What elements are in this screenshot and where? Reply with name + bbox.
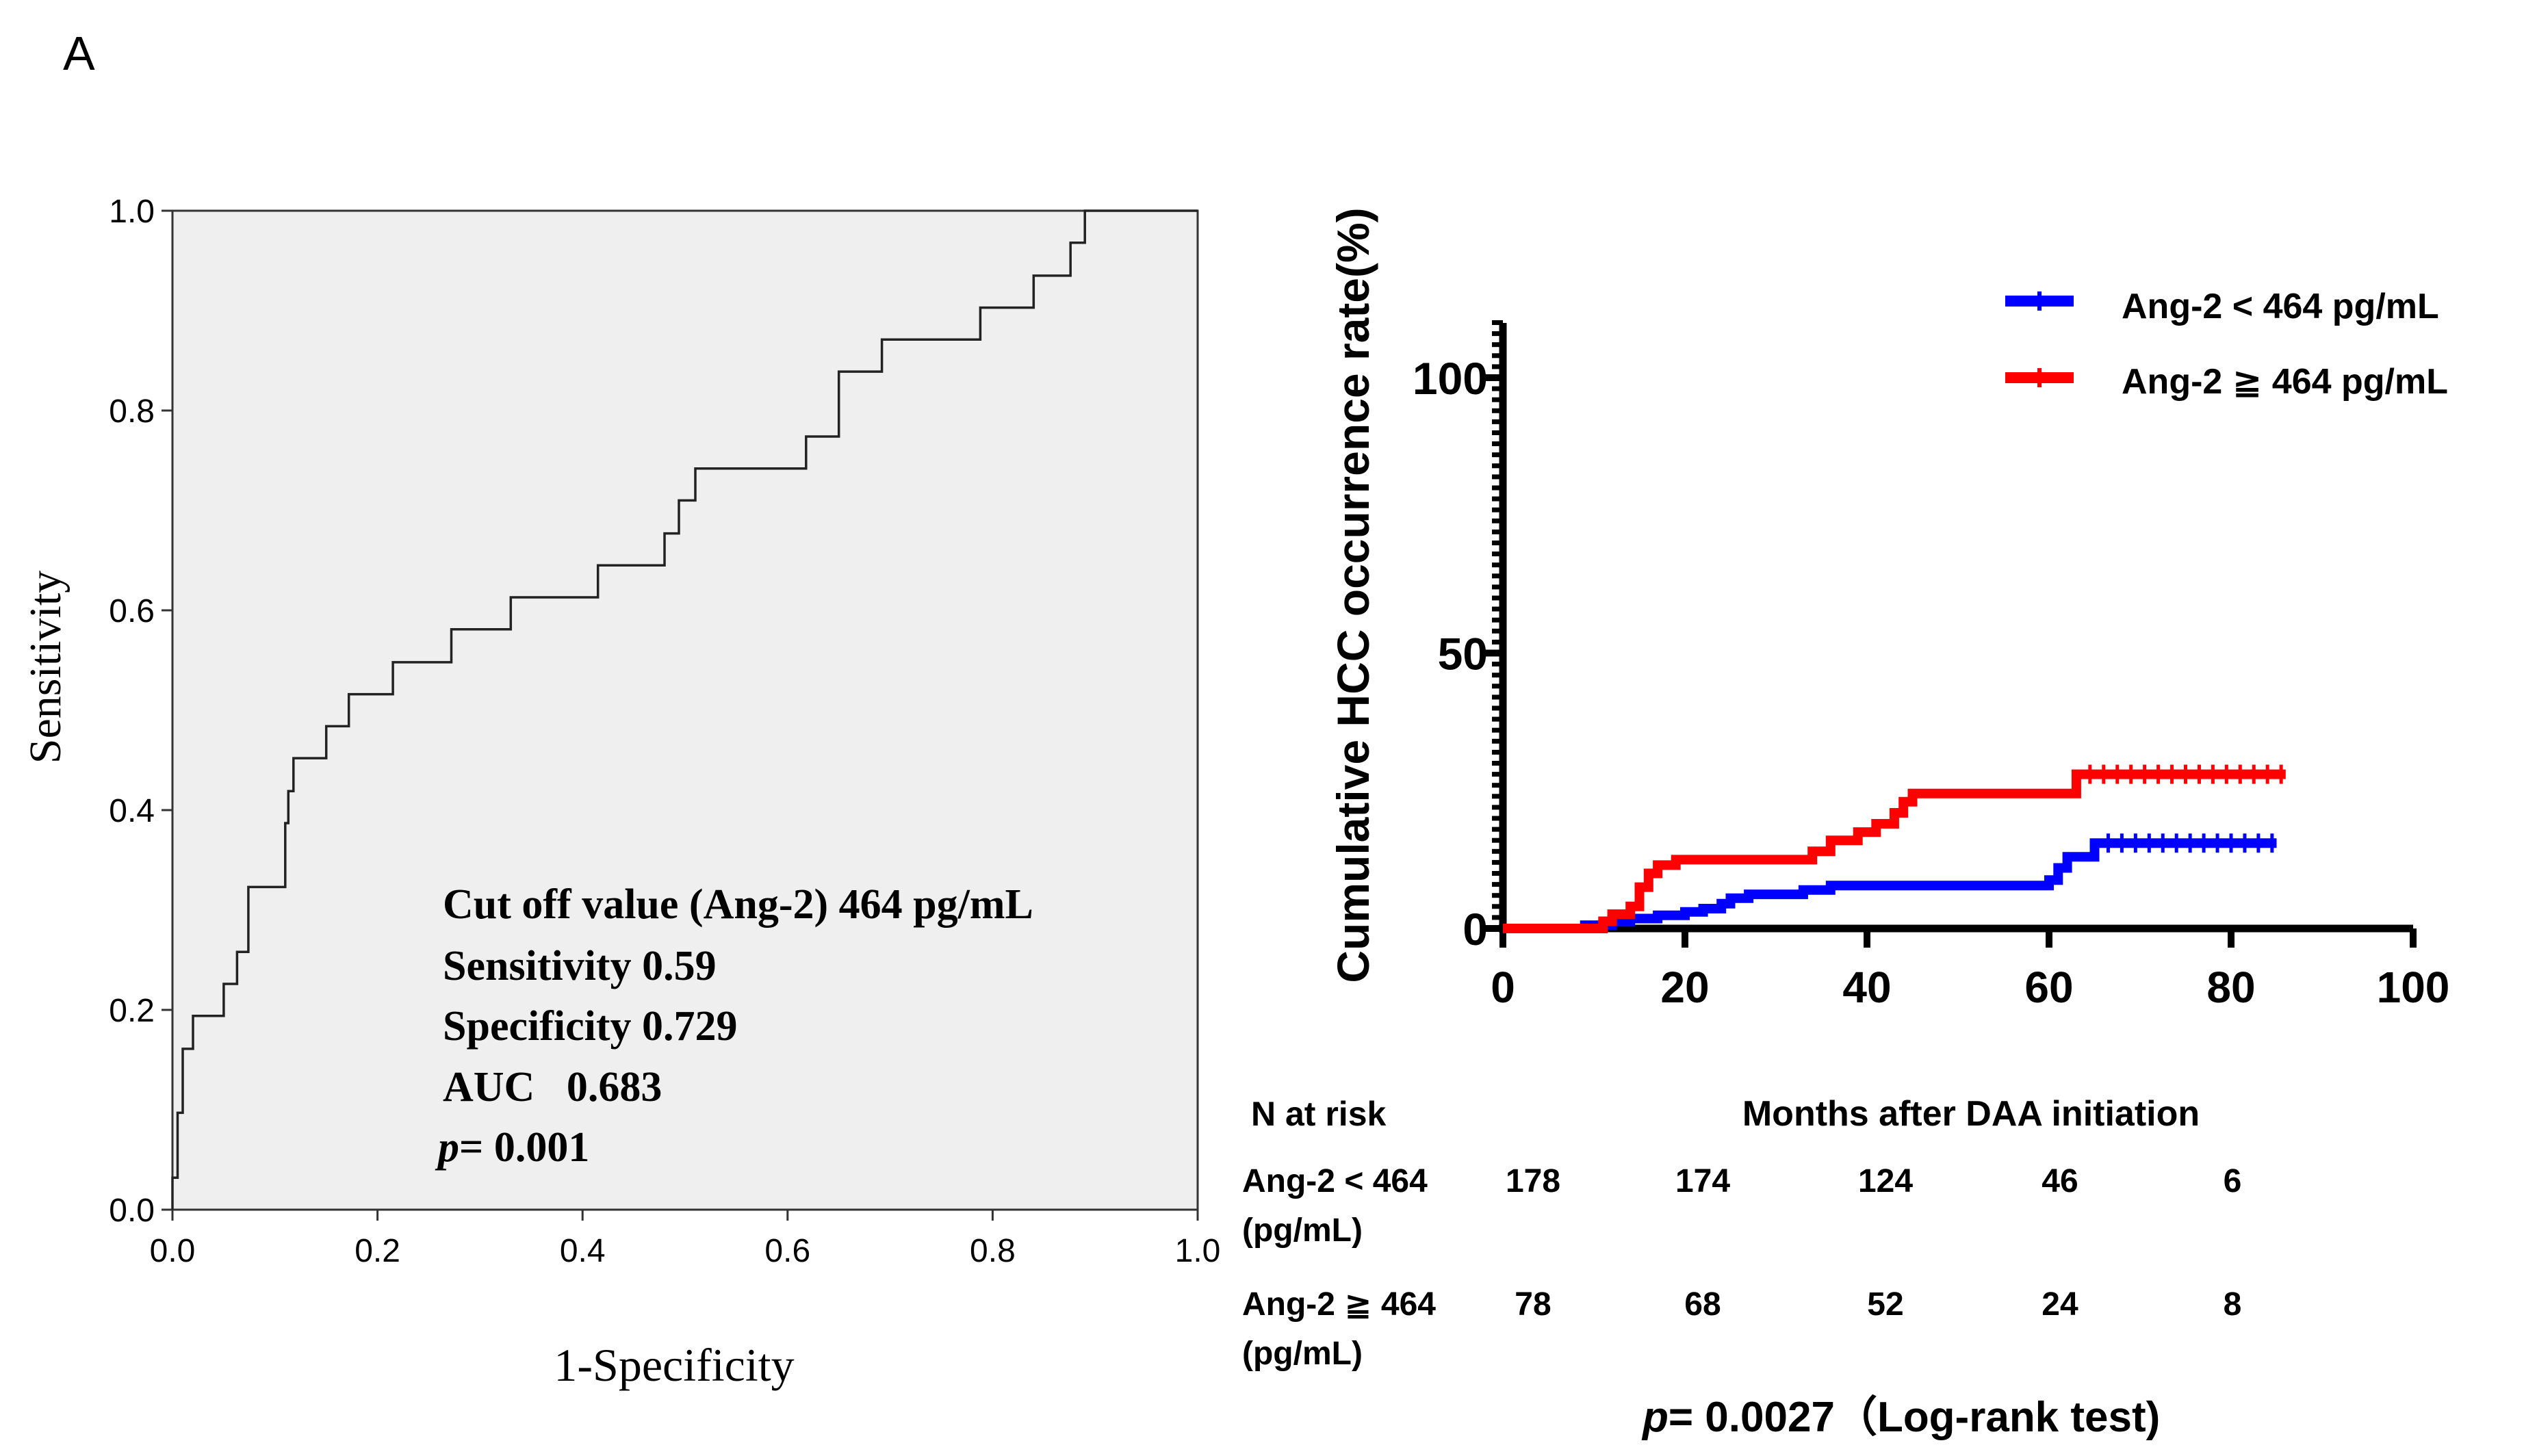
km-x-tick-label: 80 (2206, 963, 2255, 1012)
km-y-tick-label: 0 (1463, 904, 1488, 954)
at-risk-value: 46 (2042, 1163, 2078, 1199)
roc-annotation-specificity: Specificity 0.729 (443, 1003, 738, 1050)
roc-y-axis-label: Sensitivity (21, 571, 70, 764)
roc-y-tick-label: 0.4 (109, 793, 155, 829)
roc-x-tick-label: 0.0 (150, 1233, 196, 1269)
legend-swatch-high (2005, 368, 2074, 387)
km-x-axis: 0 20 40 60 80 100 (1491, 928, 2449, 1012)
roc-x-tick-label: 0.4 (560, 1233, 606, 1269)
roc-y-axis: 0.0 0.2 0.4 0.6 0.8 1.0 (109, 194, 172, 1229)
km-p-rest: = 0.0027（Log-rank test) (1669, 1393, 2160, 1441)
km-y-axis: 0 50 100 (1413, 320, 1503, 954)
at-risk-row-high-unit: (pg/mL) (1242, 1336, 1363, 1372)
km-y-tick-label: 50 (1438, 629, 1488, 679)
at-risk-value: 124 (1858, 1163, 1913, 1199)
km-x-tick-label: 100 (2377, 963, 2450, 1012)
km-y-axis-label: Cumulative HCC occurrence rate(%) (1328, 207, 1378, 983)
roc-x-axis: 0.0 0.2 0.4 0.6 0.8 1.0 (150, 1210, 1221, 1269)
roc-y-tick-label: 0.8 (109, 393, 155, 430)
roc-x-tick-label: 1.0 (1175, 1233, 1221, 1269)
roc-y-tick-label: 0.6 (109, 593, 155, 629)
km-x-axis-label: Months after DAA initiation (1742, 1094, 2200, 1134)
km-x-tick-label: 0 (1491, 963, 1515, 1012)
roc-annotation-auc: AUC 0.683 (443, 1064, 662, 1110)
legend-label-high: Ang-2 ≧ 464 pg/mL (2122, 362, 2448, 402)
km-x-tick-label: 60 (2024, 963, 2073, 1012)
legend-label-low: Ang-2 < 464 pg/mL (2122, 287, 2439, 326)
km-p-italic: p (1641, 1394, 1669, 1441)
roc-annotation-sensitivity: Sensitivity 0.59 (443, 943, 717, 989)
roc-x-axis-label: 1-Specificity (554, 1339, 794, 1391)
km-series-line-low (1503, 838, 2277, 933)
km-x-tick-label: 40 (1842, 963, 1891, 1012)
roc-x-tick-label: 0.8 (970, 1233, 1016, 1269)
km-legend: Ang-2 < 464 pg/mL Ang-2 ≧ 464 pg/mL (2005, 287, 2448, 402)
roc-plot-area (171, 209, 1199, 1211)
roc-y-tick-label: 1.0 (109, 194, 155, 230)
panel-label: A (63, 27, 95, 80)
km-chart: 0 50 100 0 20 40 60 80 100 Cumulative HCC occur… (1242, 207, 2449, 1441)
at-risk-value: 52 (1867, 1286, 1903, 1323)
roc-annotation-p: p= 0.001 (435, 1124, 589, 1171)
legend-swatch-low (2005, 291, 2074, 311)
at-risk-value: 78 (1515, 1286, 1551, 1323)
km-series-group (1503, 764, 2286, 933)
at-risk-values: 178 174 124 46 6 78 68 52 24 8 (1506, 1163, 2241, 1323)
roc-x-tick-label: 0.2 (355, 1233, 400, 1269)
roc-annotation-p-value: = 0.001 (459, 1124, 589, 1171)
at-risk-value: 174 (1675, 1163, 1730, 1199)
at-risk-value: 24 (2042, 1286, 2078, 1323)
at-risk-row-high-label: Ang-2 ≧ 464 (1242, 1286, 1436, 1323)
roc-y-tick-label: 0.0 (109, 1193, 155, 1229)
at-risk-value: 8 (2224, 1286, 2242, 1323)
roc-curve (171, 209, 1198, 1210)
km-y-tick-label: 100 (1413, 353, 1488, 404)
km-p-value: p= 0.0027（Log-rank test) (1641, 1393, 2160, 1441)
at-risk-row-low-unit: (pg/mL) (1242, 1212, 1363, 1249)
roc-annotation-cutoff: Cut off value (Ang-2) 464 pg/mL (443, 881, 1033, 928)
at-risk-value: 6 (2224, 1163, 2242, 1199)
roc-chart: 0.0 0.2 0.4 0.6 0.8 1.0 0.0 0.2 0.4 0.6 0.8 1.0 1-… (21, 194, 1220, 1391)
at-risk-value: 68 (1684, 1286, 1721, 1323)
at-risk-row-low-label: Ang-2 < 464 (1242, 1163, 1428, 1199)
at-risk-value: 178 (1506, 1163, 1560, 1199)
roc-annotation-p-italic: p (435, 1124, 459, 1171)
km-x-tick-label: 20 (1660, 963, 1709, 1012)
roc-x-tick-label: 0.6 (764, 1233, 810, 1269)
roc-y-tick-label: 0.2 (109, 993, 155, 1029)
km-series-line-high (1503, 769, 2286, 933)
at-risk-header: N at risk (1251, 1095, 1387, 1133)
